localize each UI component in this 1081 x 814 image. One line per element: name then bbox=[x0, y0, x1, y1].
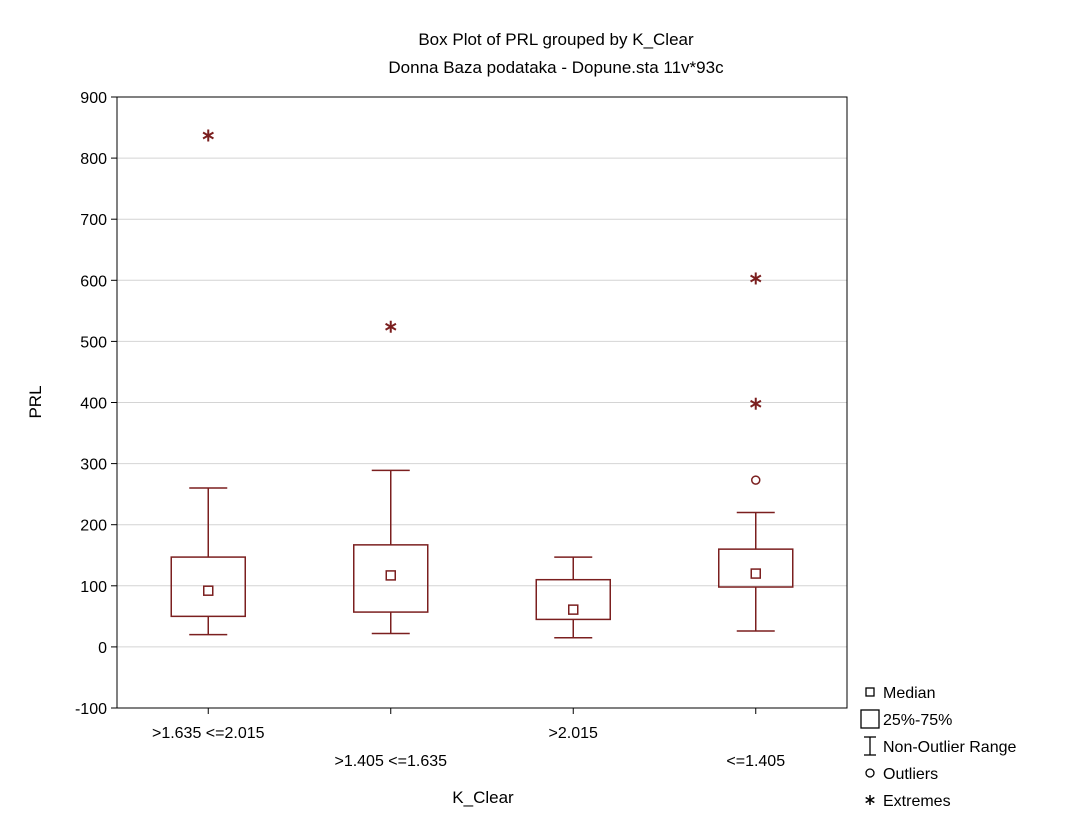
y-tick-label: 200 bbox=[80, 518, 107, 535]
legend-label: Outliers bbox=[883, 766, 938, 783]
iqr-box bbox=[718, 548, 794, 588]
y-tick-label: 600 bbox=[80, 273, 107, 290]
y-axis-label: PRL bbox=[26, 385, 45, 418]
legend-range-icon bbox=[864, 736, 876, 756]
x-tick-label: >2.015 bbox=[549, 725, 598, 742]
iqr-box bbox=[535, 578, 611, 621]
legend-label: Extremes bbox=[883, 793, 951, 810]
chart-title: Box Plot of PRL grouped by K_Clear bbox=[418, 30, 694, 49]
x-tick-label: >1.405 <=1.635 bbox=[334, 753, 447, 770]
legend-box-icon bbox=[860, 709, 880, 729]
legend-label: Median bbox=[883, 685, 935, 702]
outlier-point bbox=[751, 475, 761, 485]
x-axis-ticks: >1.635 <=2.015 >1.405 <=1.635 >2.015 <=1.40… bbox=[152, 708, 785, 770]
legend: Median 25%-75% Non-Outlier Range Outliers Ex… bbox=[860, 685, 1017, 810]
boxes bbox=[170, 129, 794, 639]
grid-lines bbox=[117, 157, 847, 648]
extreme-point-stroke bbox=[750, 399, 762, 408]
y-tick-label: 100 bbox=[80, 579, 107, 596]
box-group bbox=[353, 320, 429, 635]
chart-subtitle: Donna Baza podataka - Dopune.sta 11v*93c bbox=[388, 58, 724, 77]
box-group bbox=[535, 556, 611, 639]
box-group bbox=[170, 129, 246, 636]
legend-label: Non-Outlier Range bbox=[883, 739, 1017, 756]
iqr-box bbox=[170, 556, 246, 618]
y-tick-label: 700 bbox=[80, 212, 107, 229]
x-tick-label: >1.635 <=2.015 bbox=[152, 725, 265, 742]
y-tick-label: 900 bbox=[80, 90, 107, 107]
median-marker bbox=[203, 585, 214, 596]
legend-item-extreme: Extremes bbox=[865, 793, 951, 810]
legend-extreme-icon bbox=[865, 795, 875, 805]
legend-outlier-icon bbox=[865, 768, 875, 778]
legend-median-icon bbox=[865, 687, 875, 697]
y-tick-label: -100 bbox=[75, 701, 107, 718]
median-marker bbox=[385, 570, 396, 581]
extreme-point-stroke bbox=[385, 322, 397, 331]
y-axis-ticks: -100 0 100 200 300 400 500 600 700 800 900 bbox=[75, 90, 117, 718]
extreme-point-stroke bbox=[750, 274, 762, 283]
extreme-point bbox=[202, 129, 214, 142]
y-tick-label: 500 bbox=[80, 334, 107, 351]
median-marker bbox=[750, 568, 761, 579]
iqr-box bbox=[353, 544, 429, 613]
legend-item-range: Non-Outlier Range bbox=[864, 736, 1017, 756]
extreme-point bbox=[750, 397, 762, 410]
median-marker bbox=[568, 604, 579, 615]
extreme-point bbox=[385, 320, 397, 333]
legend-label: 25%-75% bbox=[883, 712, 952, 729]
extreme-point-stroke bbox=[202, 131, 214, 140]
box-group bbox=[718, 272, 794, 632]
y-tick-label: 400 bbox=[80, 396, 107, 413]
x-tick-label: <=1.405 bbox=[726, 753, 785, 770]
extreme-point bbox=[750, 272, 762, 285]
y-tick-label: 0 bbox=[98, 640, 107, 657]
y-tick-label: 800 bbox=[80, 151, 107, 168]
legend-extreme-stroke bbox=[865, 796, 875, 804]
legend-item-box: 25%-75% bbox=[860, 709, 952, 729]
x-axis-label: K_Clear bbox=[452, 788, 514, 807]
y-tick-label: 300 bbox=[80, 457, 107, 474]
legend-item-median: Median bbox=[865, 685, 935, 702]
legend-item-outlier: Outliers bbox=[865, 766, 938, 783]
